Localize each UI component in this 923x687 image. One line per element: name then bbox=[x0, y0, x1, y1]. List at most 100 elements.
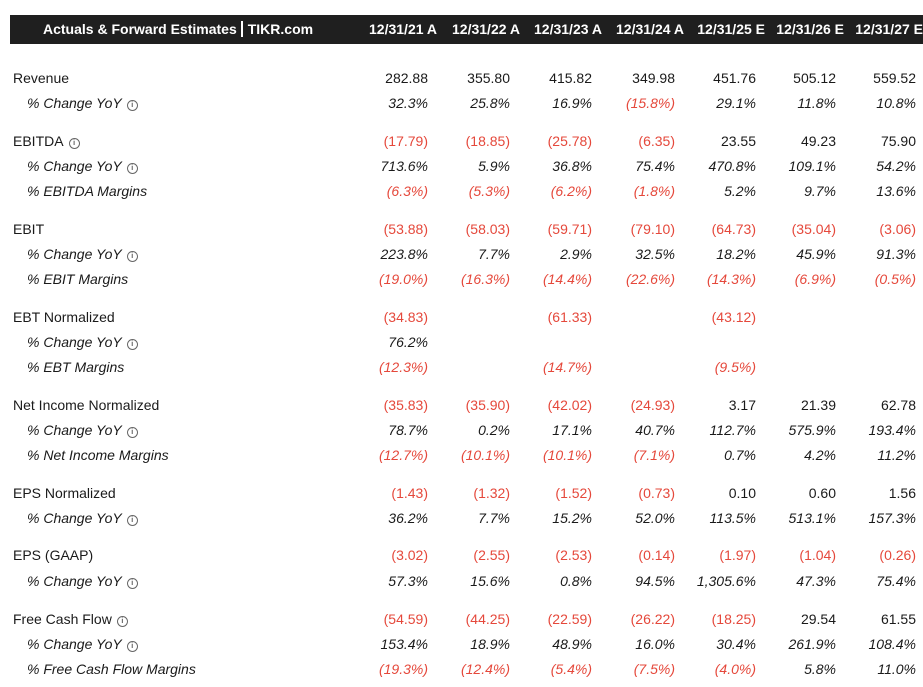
table-cell: 78.7% bbox=[388, 422, 428, 438]
table-cell: 157.3% bbox=[868, 510, 916, 526]
table-row[interactable]: % Change YoY i 153.4% 18.9% 48.9% 16.0% 30.4% 2… bbox=[0, 633, 923, 655]
table-cell: 15.2% bbox=[552, 510, 592, 526]
info-icon[interactable]: i bbox=[116, 616, 128, 627]
table-row[interactable]: EBIT (53.88) (58.03) (59.71) (79.10) (64.73) (… bbox=[0, 218, 923, 240]
table-row[interactable]: % Net Income Margins (12.7%) (10.1%) (10.1%… bbox=[0, 444, 923, 466]
table-row[interactable]: % Change YoY i 713.6% 5.9% 36.8% 75.4% 470.8% 1… bbox=[0, 155, 923, 177]
column-header[interactable]: 12/31/26 E bbox=[776, 21, 844, 37]
table-row[interactable]: % Change YoY i 76.2% bbox=[0, 331, 923, 353]
table-cell: 0.2% bbox=[478, 422, 510, 438]
table-cell: 23.55 bbox=[720, 133, 756, 149]
info-icon[interactable]: i bbox=[126, 578, 138, 589]
table-cell: 355.80 bbox=[467, 70, 510, 86]
info-icon[interactable]: i bbox=[126, 100, 138, 111]
table-cell: (1.8%) bbox=[633, 183, 675, 199]
table-cell: 109.1% bbox=[788, 158, 836, 174]
table-cell: (18.25) bbox=[711, 611, 756, 627]
table-row[interactable]: % Change YoY i 78.7% 0.2% 17.1% 40.7% 112.7% 57… bbox=[0, 419, 923, 441]
column-header[interactable]: 12/31/21 A bbox=[369, 21, 437, 37]
row-label-text: Revenue bbox=[13, 70, 70, 86]
row-label: EPS Normalized bbox=[13, 482, 116, 504]
table-cell: (34.83) bbox=[383, 309, 428, 325]
brand-text: TIKR.com bbox=[247, 21, 314, 37]
table-row[interactable]: % EBIT Margins (19.0%) (16.3%) (14.4%) (22.6… bbox=[0, 268, 923, 290]
row-label-text: % Change YoY bbox=[27, 510, 122, 526]
info-icon[interactable]: i bbox=[68, 138, 80, 149]
table-row[interactable]: % Change YoY i 57.3% 15.6% 0.8% 94.5% 1,305.6%… bbox=[0, 570, 923, 592]
table-cell: 61.55 bbox=[880, 611, 916, 627]
table-cell: 7.7% bbox=[478, 510, 510, 526]
table-cell: (35.04) bbox=[791, 221, 836, 237]
table-cell: 18.9% bbox=[470, 636, 510, 652]
table-row[interactable]: Revenue 282.88 355.80 415.82 349.98 451.76 505… bbox=[0, 67, 923, 89]
info-icon[interactable]: i bbox=[126, 251, 138, 262]
table-cell: (35.83) bbox=[383, 397, 428, 413]
row-label-text: EBIT bbox=[13, 221, 45, 237]
column-header[interactable]: 12/31/23 A bbox=[534, 21, 602, 37]
table-cell: 5.8% bbox=[804, 661, 836, 677]
table-row[interactable]: % Free Cash Flow Margins (19.3%) (12.4%) (5… bbox=[0, 658, 923, 680]
table-row[interactable]: % Change YoY i 36.2% 7.7% 15.2% 52.0% 113.5% 51… bbox=[0, 507, 923, 529]
row-label-text: % Change YoY bbox=[27, 334, 122, 350]
table-cell: 91.3% bbox=[876, 246, 916, 262]
table-row[interactable]: % Change YoY i 223.8% 7.7% 2.9% 32.5% 18.2% 45.… bbox=[0, 243, 923, 265]
table-cell: 0.7% bbox=[724, 447, 756, 463]
table-cell: (6.3%) bbox=[386, 183, 428, 199]
table-cell: 0.60 bbox=[808, 485, 836, 501]
row-label-text: % Change YoY bbox=[27, 246, 122, 262]
column-header[interactable]: 12/31/24 A bbox=[616, 21, 684, 37]
table-row[interactable]: Free Cash Flow i (54.59) (44.25) (22.59) (26.… bbox=[0, 608, 923, 630]
table-cell: (3.06) bbox=[879, 221, 916, 237]
table-cell: 75.4% bbox=[876, 573, 916, 589]
table-row[interactable]: EPS (GAAP) (3.02) (2.55) (2.53) (0.14) (1.97)… bbox=[0, 544, 923, 566]
table-row[interactable]: EBT Normalized (34.83) (61.33) (43.12) bbox=[0, 306, 923, 328]
table-cell: (22.6%) bbox=[625, 271, 675, 287]
table-cell: 451.76 bbox=[713, 70, 756, 86]
table-row[interactable]: % Change YoY i 32.3% 25.8% 16.9% (15.8%) 29.1%… bbox=[0, 92, 923, 114]
table-cell: (14.3%) bbox=[706, 271, 756, 287]
table-cell: 13.6% bbox=[876, 183, 916, 199]
row-label: % Free Cash Flow Margins bbox=[27, 658, 196, 680]
table-row[interactable]: % EBT Margins (12.3%) (14.7%) (9.5%) bbox=[0, 356, 923, 378]
table-cell: (2.53) bbox=[555, 547, 592, 563]
table-cell: (1.52) bbox=[555, 485, 592, 501]
table-cell: 9.7% bbox=[804, 183, 836, 199]
table-cell: (7.5%) bbox=[633, 661, 675, 677]
info-icon[interactable]: i bbox=[126, 163, 138, 174]
table-cell: 5.2% bbox=[724, 183, 756, 199]
table-cell: (7.1%) bbox=[633, 447, 675, 463]
row-label: EBT Normalized bbox=[13, 306, 115, 328]
row-label-text: Net Income Normalized bbox=[13, 397, 160, 413]
row-label-text: EBITDA bbox=[13, 133, 64, 149]
info-icon[interactable]: i bbox=[126, 427, 138, 438]
table-cell: (79.10) bbox=[630, 221, 675, 237]
row-label-text: EBT Normalized bbox=[13, 309, 115, 325]
table-row[interactable]: % EBITDA Margins (6.3%) (5.3%) (6.2%) (1.8%)… bbox=[0, 180, 923, 202]
column-header[interactable]: 12/31/22 A bbox=[452, 21, 520, 37]
table-cell: (12.4%) bbox=[460, 661, 510, 677]
table-row[interactable]: Net Income Normalized (35.83) (35.90) (42.0… bbox=[0, 394, 923, 416]
table-cell: 2.9% bbox=[560, 246, 592, 262]
table-cell: 4.2% bbox=[804, 447, 836, 463]
table-title: Actuals & Forward Estimates TIKR.com bbox=[43, 15, 313, 44]
info-icon[interactable]: i bbox=[126, 641, 138, 652]
table-row[interactable]: EPS Normalized (1.43) (1.32) (1.52) (0.73) 0.… bbox=[0, 482, 923, 504]
table-cell: (0.14) bbox=[638, 547, 675, 563]
info-icon[interactable]: i bbox=[126, 339, 138, 350]
table-cell: 49.23 bbox=[800, 133, 836, 149]
table-cell: 0.8% bbox=[560, 573, 592, 589]
table-cell: (54.59) bbox=[383, 611, 428, 627]
info-icon[interactable]: i bbox=[126, 515, 138, 526]
column-header[interactable]: 12/31/25 E bbox=[697, 21, 765, 37]
row-label: EPS (GAAP) bbox=[13, 544, 93, 566]
table-cell: (0.73) bbox=[638, 485, 675, 501]
row-label-text: % Change YoY bbox=[27, 573, 122, 589]
table-cell: (6.2%) bbox=[550, 183, 592, 199]
table-row[interactable]: EBITDA i (17.79) (18.85) (25.78) (6.35) 23.55 4… bbox=[0, 130, 923, 152]
table-cell: (16.3%) bbox=[460, 271, 510, 287]
table-cell: (2.55) bbox=[473, 547, 510, 563]
column-header[interactable]: 12/31/27 E bbox=[855, 21, 923, 37]
row-label-text: % Change YoY bbox=[27, 422, 122, 438]
